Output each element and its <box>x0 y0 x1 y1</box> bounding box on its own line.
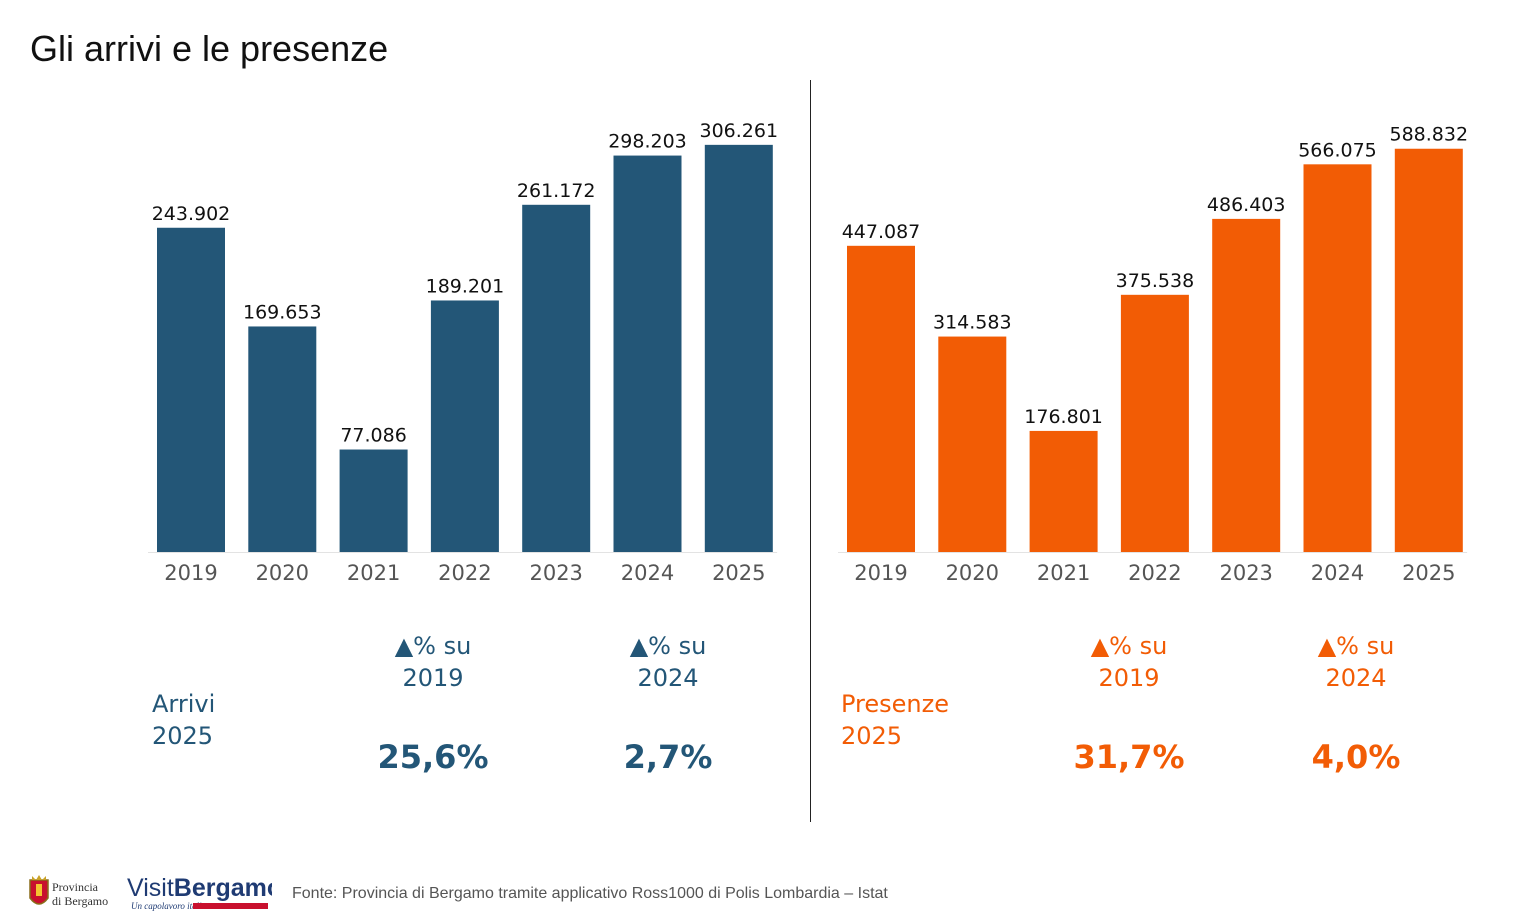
arrivi-stats-label: Arrivi 2025 <box>152 688 352 752</box>
presenze-x-tick-2024: 2024 <box>1311 561 1364 585</box>
arrivi-head1-line1: ▲% su <box>394 632 472 660</box>
presenze-x-tick-2023: 2023 <box>1219 561 1272 585</box>
provincia-logo-line1: Provincia <box>52 880 99 894</box>
presenze-bar-2020 <box>938 336 1007 552</box>
arrivi-x-tick-2024: 2024 <box>621 561 674 585</box>
presenze-head2-line2: 2024 <box>1325 664 1387 692</box>
arrivi-head1-line2: 2019 <box>402 664 464 692</box>
visit-bergamo-logo: VisitBergamo Un capolavoro italiano <box>127 874 272 911</box>
arrivi-data-label-2024: 298.203 <box>608 131 687 153</box>
arrivi-label-line2: 2025 <box>152 722 214 750</box>
presenze-data-label-2024: 566.075 <box>1298 139 1377 161</box>
arrivi-change-2024-heading: ▲% su 2024 <box>558 630 778 694</box>
presenze-x-tick-2025: 2025 <box>1402 561 1455 585</box>
presenze-data-label-2020: 314.583 <box>933 312 1012 334</box>
arrivi-label-line1: Arrivi <box>152 690 216 718</box>
arrivi-bar-chart: 243.902 2019 169.653 2020 77.086 2021 189.201 2… <box>148 120 779 585</box>
arrivi-data-label-2022: 189.201 <box>426 275 505 297</box>
presenze-head1-line2: 2019 <box>1098 664 1160 692</box>
arrivi-data-label-2019: 243.902 <box>152 203 231 225</box>
arrivi-head2-line2: 2024 <box>637 664 699 692</box>
presenze-change-2024-heading: ▲% su 2024 <box>1246 630 1466 694</box>
presenze-change-2019-value: 31,7% <box>1073 738 1185 776</box>
presenze-x-tick-2020: 2020 <box>946 561 999 585</box>
presenze-data-label-2022: 375.538 <box>1116 270 1195 292</box>
presenze-x-tick-2019: 2019 <box>854 561 907 585</box>
arrivi-x-tick-2023: 2023 <box>529 561 582 585</box>
presenze-bar-2022 <box>1120 294 1189 552</box>
visit-logo-tagline: Un capolavoro italiano <box>131 901 216 911</box>
arrivi-bar-2020 <box>248 326 317 552</box>
arrivi-x-tick-2022: 2022 <box>438 561 491 585</box>
presenze-bar-2023 <box>1212 218 1281 553</box>
arrivi-x-tick-2021: 2021 <box>347 561 400 585</box>
divider-line <box>810 80 811 822</box>
presenze-data-label-2025: 588.832 <box>1390 124 1469 146</box>
presenze-change-2024-value: 4,0% <box>1311 738 1401 776</box>
svg-text:VisitBergamo: VisitBergamo <box>127 874 272 902</box>
presenze-bar-2019 <box>847 245 915 552</box>
presenze-bar-2025 <box>1394 148 1463 552</box>
presenze-stats-label: Presenze 2025 <box>841 688 1041 752</box>
arrivi-change-2019-value: 25,6% <box>377 738 489 776</box>
presenze-bar-2021 <box>1029 430 1098 552</box>
presenze-head1-line1: ▲% su <box>1090 632 1168 660</box>
presenze-label-line1: Presenze <box>841 690 949 718</box>
arrivi-change-2024-value: 2,7% <box>623 738 713 776</box>
presenze-label-line2: 2025 <box>841 722 903 750</box>
presenze-x-tick-2022: 2022 <box>1128 561 1181 585</box>
arrivi-data-label-2021: 77.086 <box>340 425 406 447</box>
presenze-change-2019-heading: ▲% su 2019 <box>1019 630 1239 694</box>
arrivi-bar-2019 <box>157 227 225 552</box>
provincia-logo: Provincia di Bergamo <box>29 875 108 908</box>
arrivi-bar-2021 <box>339 449 408 552</box>
coat-of-arms-icon <box>29 875 49 905</box>
arrivi-data-label-2025: 306.261 <box>700 120 779 142</box>
arrivi-bar-2023 <box>522 204 591 553</box>
arrivi-x-tick-2025: 2025 <box>712 561 765 585</box>
presenze-data-label-2021: 176.801 <box>1024 406 1103 428</box>
presenze-x-tick-2021: 2021 <box>1037 561 1090 585</box>
presenze-data-label-2023: 486.403 <box>1207 194 1286 216</box>
arrivi-bar-2024 <box>613 155 682 552</box>
footer-source: Fonte: Provincia di Bergamo tramite appl… <box>292 885 888 902</box>
arrivi-bar-2022 <box>430 300 499 552</box>
arrivi-x-tick-2019: 2019 <box>164 561 217 585</box>
visit-logo-visit: Visit <box>127 874 174 902</box>
arrivi-bar-2025 <box>704 144 773 552</box>
visit-logo-red-bar <box>193 903 268 909</box>
arrivi-x-tick-2020: 2020 <box>256 561 309 585</box>
presenze-head2-line1: ▲% su <box>1317 632 1395 660</box>
arrivi-change-2019-heading: ▲% su 2019 <box>323 630 543 694</box>
presenze-bar-2024 <box>1303 164 1372 552</box>
presenze-data-label-2019: 447.087 <box>842 221 921 243</box>
provincia-logo-line2: di Bergamo <box>52 894 108 908</box>
visit-logo-bergamo: Bergamo <box>174 874 272 902</box>
arrivi-head2-line1: ▲% su <box>629 632 707 660</box>
presenze-bar-chart: 447.087 2019 314.583 2020 176.801 2021 375.538… <box>838 124 1469 585</box>
arrivi-data-label-2020: 169.653 <box>243 301 322 323</box>
page-title: Gli arrivi e le presenze <box>30 28 389 69</box>
arrivi-data-label-2023: 261.172 <box>517 180 596 202</box>
